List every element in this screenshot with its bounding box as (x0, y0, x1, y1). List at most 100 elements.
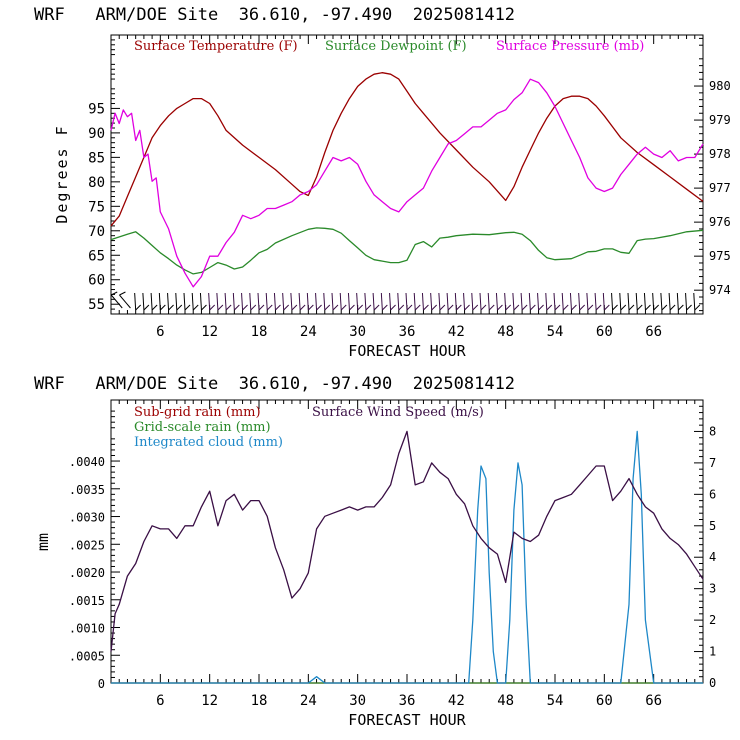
wind-barb-flag (406, 304, 413, 311)
wind-barbs (110, 291, 701, 311)
wind-barb (660, 292, 663, 311)
wind-barb-flag (332, 304, 339, 311)
wind-barb (619, 292, 622, 311)
wind-barb-flag (628, 304, 635, 311)
panel1-ticks (111, 35, 703, 314)
x-tick-label: 30 (349, 693, 366, 709)
wind-barb (249, 292, 252, 311)
x-tick-label: 6 (156, 324, 164, 340)
wind-barb (438, 292, 441, 311)
wind-barb (110, 294, 123, 309)
wind-barb (331, 292, 334, 311)
x-tick-label: 12 (201, 693, 218, 709)
x-tick-label: 42 (448, 324, 465, 340)
wind-barb (142, 292, 145, 311)
panel2-y-axis-label: mm (34, 533, 52, 551)
y-tick-label: 90 (88, 126, 105, 142)
panel2-y2-tick-labels: 0 1 2 3 4 5 6 7 8 (709, 424, 716, 690)
wind-barb-flag (365, 304, 372, 311)
y-tick-label: 80 (88, 175, 105, 191)
x-tick-label: 24 (300, 693, 317, 709)
wind-barb (356, 292, 359, 311)
wind-barb-flag (694, 304, 701, 311)
wind-barb (561, 292, 564, 311)
wind-barb-flag (669, 304, 676, 311)
wind-barb-flag (275, 304, 281, 311)
wind-barb-flag (135, 304, 142, 311)
wind-barb (578, 292, 581, 311)
wind-barb (668, 292, 671, 311)
x-tick-label: 60 (596, 693, 613, 709)
wind-barb (389, 292, 392, 311)
wind-barb (652, 292, 655, 311)
y-tick-label: 55 (88, 297, 105, 313)
wind-barb-flag (620, 304, 627, 311)
legend-surface-pressure: Surface Pressure (mb) (496, 39, 644, 54)
wind-barb-flag (645, 304, 651, 311)
y2-tick-label: 977 (709, 181, 731, 195)
wind-barb (471, 292, 474, 311)
wind-barb (594, 292, 597, 311)
wind-barb (430, 292, 433, 311)
wind-barb (405, 292, 408, 311)
wind-barb-flag (677, 304, 684, 311)
wind-barb-flag (579, 304, 586, 311)
wind-barb-flag (316, 304, 322, 311)
y2-tick-label: 5 (709, 519, 716, 533)
x-tick-label: 30 (349, 324, 366, 340)
panel1-series (110, 72, 704, 288)
y-tick-label: .0005 (69, 649, 105, 663)
y2-tick-label: 980 (709, 79, 731, 93)
wind-barb-flag (307, 304, 314, 311)
wind-barb-flag (233, 304, 240, 311)
wind-barb (175, 292, 178, 311)
series-surface-temperature-f (110, 72, 704, 227)
wind-barb (119, 294, 131, 309)
wind-barb (586, 292, 589, 311)
wind-barb (454, 292, 457, 311)
wind-barb-flag (373, 304, 380, 311)
panel2-ticks (111, 400, 703, 684)
wind-barb (685, 292, 688, 311)
wind-barb-flag (176, 304, 183, 311)
wind-barb (183, 292, 186, 311)
wind-barb-flag (250, 304, 257, 311)
wind-barb (676, 292, 679, 311)
wind-barb (241, 292, 244, 311)
y2-tick-label: 3 (709, 582, 716, 596)
panel2-x-tick-labels: 6 12 18 24 30 36 42 48 54 60 66 (156, 693, 662, 709)
wind-barb (537, 292, 540, 311)
panel1-title: WRF ARM/DOE Site 36.610, -97.490 2025081… (34, 5, 515, 25)
panel1-y-axis-label: Degrees F (53, 124, 71, 223)
y2-tick-label: 979 (709, 113, 731, 127)
y2-tick-label: 975 (709, 249, 731, 263)
wind-barb (504, 292, 507, 311)
y2-tick-label: 4 (709, 550, 716, 564)
legend-surface-dewpoint: Surface Dewpoint (F) (325, 39, 467, 54)
legend-gridscale-rain: Grid-scale rain (mm) (134, 420, 271, 435)
legend-integrated-cloud: Integrated cloud (mm) (134, 435, 283, 450)
wind-barb (611, 292, 614, 311)
wind-barb-flag (324, 304, 331, 311)
wind-barb (397, 292, 400, 311)
wind-barb-flag (587, 304, 594, 311)
y-tick-label: .0040 (69, 455, 105, 469)
y-tick-label: .0030 (69, 511, 105, 525)
wind-barb (495, 292, 498, 311)
panel1-x-tick-labels: 6 12 18 24 30 36 42 48 54 60 66 (156, 324, 662, 340)
wind-barb-flag (636, 304, 643, 311)
wind-barb (216, 292, 219, 311)
wind-barb-flag (455, 304, 462, 311)
wind-barb-flag (192, 304, 199, 311)
panel1-x-axis-label: FORECAST HOUR (348, 342, 466, 360)
panel-temperature: WRF ARM/DOE Site 36.610, -97.490 2025081… (34, 5, 731, 360)
wind-barb (339, 292, 342, 311)
y-tick-label: .0035 (69, 483, 105, 497)
wind-barb-flag (603, 304, 610, 311)
y2-tick-label: 0 (709, 676, 716, 690)
x-tick-label: 66 (645, 693, 662, 709)
wind-barb (323, 292, 326, 311)
wind-barb-flag (562, 304, 569, 311)
wind-barb-flag (184, 304, 191, 311)
wind-barb (290, 292, 293, 311)
